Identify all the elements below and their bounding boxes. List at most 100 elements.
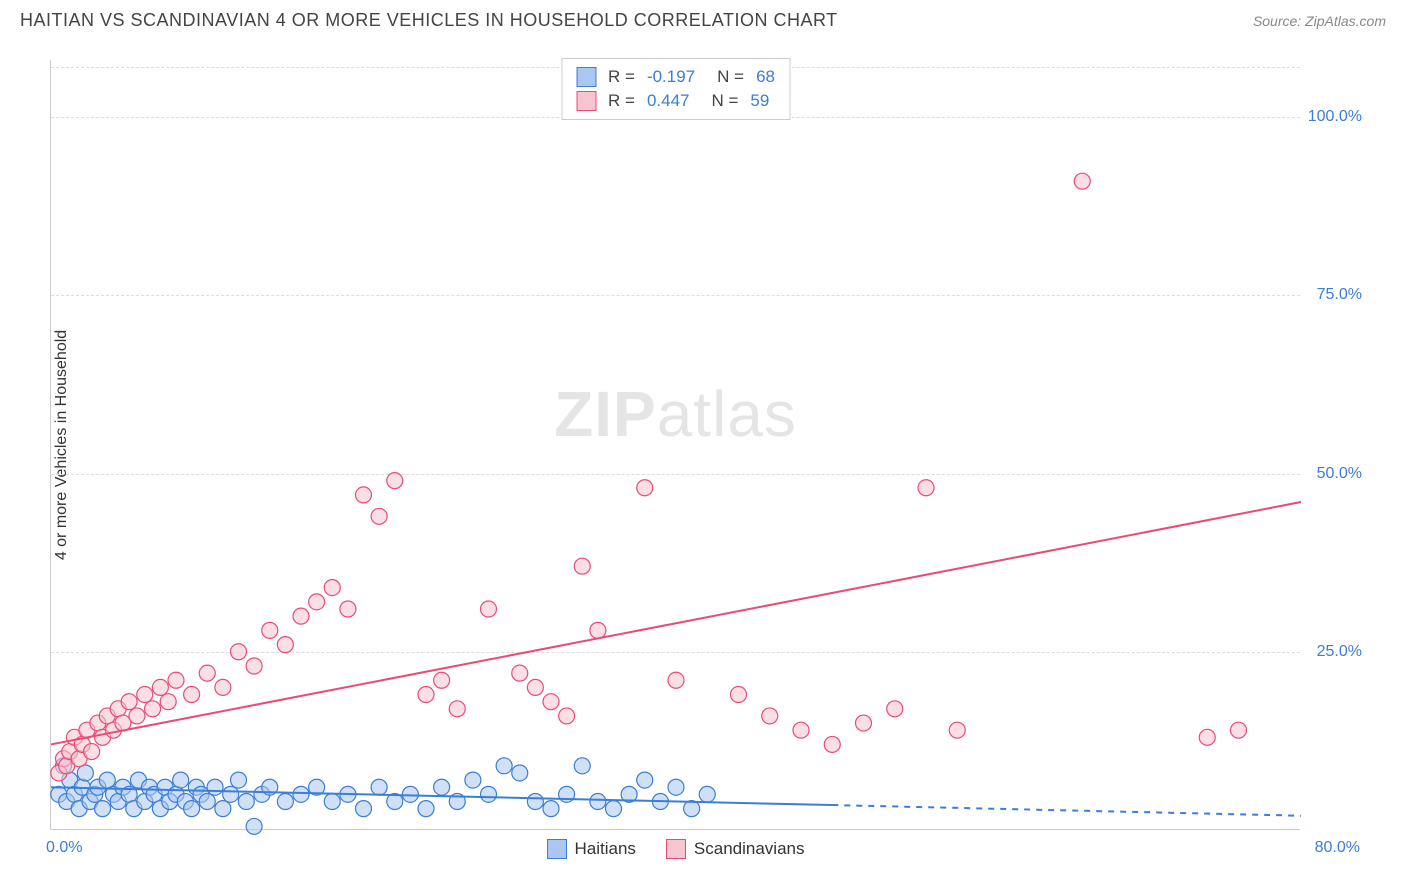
data-point bbox=[246, 818, 262, 834]
scatter-svg bbox=[51, 60, 1301, 830]
data-point bbox=[590, 793, 606, 809]
data-point bbox=[1231, 722, 1247, 738]
y-tick-label: 50.0% bbox=[1317, 465, 1362, 483]
data-point bbox=[231, 644, 247, 660]
stats-box: R =-0.197N =68R =0.447N =59 bbox=[561, 58, 790, 120]
data-point bbox=[949, 722, 965, 738]
data-point bbox=[465, 772, 481, 788]
data-point bbox=[145, 701, 161, 717]
data-point bbox=[324, 580, 340, 596]
trend-line bbox=[51, 502, 1301, 744]
data-point bbox=[449, 701, 465, 717]
data-point bbox=[340, 601, 356, 617]
data-point bbox=[434, 779, 450, 795]
data-point bbox=[309, 594, 325, 610]
y-tick-label: 75.0% bbox=[1317, 286, 1362, 304]
series-swatch bbox=[576, 67, 596, 87]
data-point bbox=[1074, 173, 1090, 189]
data-point bbox=[543, 801, 559, 817]
data-point bbox=[199, 665, 215, 681]
stat-r-label: R = bbox=[608, 67, 635, 87]
data-point bbox=[129, 708, 145, 724]
data-point bbox=[160, 694, 176, 710]
data-point bbox=[207, 779, 223, 795]
data-point bbox=[293, 786, 309, 802]
data-point bbox=[668, 672, 684, 688]
data-point bbox=[137, 687, 153, 703]
trend-line-dashed bbox=[832, 805, 1301, 816]
data-point bbox=[418, 801, 434, 817]
data-point bbox=[77, 765, 93, 781]
data-point bbox=[371, 508, 387, 524]
stats-row: R =-0.197N =68 bbox=[576, 65, 775, 89]
data-point bbox=[356, 487, 372, 503]
stat-r-value: -0.197 bbox=[647, 67, 695, 87]
data-point bbox=[231, 772, 247, 788]
data-point bbox=[637, 772, 653, 788]
data-point bbox=[371, 779, 387, 795]
legend-item: Scandinavians bbox=[666, 839, 805, 859]
data-point bbox=[418, 687, 434, 703]
data-point bbox=[793, 722, 809, 738]
stats-row: R =0.447N =59 bbox=[576, 89, 775, 113]
chart-title: HAITIAN VS SCANDINAVIAN 4 OR MORE VEHICL… bbox=[20, 10, 838, 31]
data-point bbox=[731, 687, 747, 703]
data-point bbox=[277, 793, 293, 809]
data-point bbox=[173, 772, 189, 788]
data-point bbox=[293, 608, 309, 624]
data-point bbox=[246, 658, 262, 674]
data-point bbox=[168, 672, 184, 688]
data-point bbox=[668, 779, 684, 795]
data-point bbox=[199, 793, 215, 809]
stat-r-value: 0.447 bbox=[647, 91, 690, 111]
data-point bbox=[512, 665, 528, 681]
data-point bbox=[238, 793, 254, 809]
data-point bbox=[684, 801, 700, 817]
data-point bbox=[152, 679, 168, 695]
data-point bbox=[856, 715, 872, 731]
legend-swatch bbox=[547, 839, 567, 859]
data-point bbox=[590, 622, 606, 638]
legend-label: Haitians bbox=[575, 839, 636, 859]
data-point bbox=[324, 793, 340, 809]
data-point bbox=[527, 679, 543, 695]
data-point bbox=[184, 801, 200, 817]
data-point bbox=[84, 744, 100, 760]
data-point bbox=[223, 786, 239, 802]
stat-n-value: 68 bbox=[756, 67, 775, 87]
data-point bbox=[434, 672, 450, 688]
x-tick-0: 0.0% bbox=[46, 839, 82, 857]
data-point bbox=[574, 758, 590, 774]
data-point bbox=[762, 708, 778, 724]
data-point bbox=[1199, 729, 1215, 745]
stat-r-label: R = bbox=[608, 91, 635, 111]
legend-label: Scandinavians bbox=[694, 839, 805, 859]
data-point bbox=[99, 772, 115, 788]
y-tick-label: 25.0% bbox=[1317, 643, 1362, 661]
data-point bbox=[95, 801, 111, 817]
stat-n-value: 59 bbox=[750, 91, 769, 111]
data-point bbox=[387, 473, 403, 489]
data-point bbox=[527, 793, 543, 809]
data-point bbox=[559, 708, 575, 724]
series-swatch bbox=[576, 91, 596, 111]
data-point bbox=[277, 637, 293, 653]
legend: Haitians Scandinavians bbox=[547, 839, 805, 859]
data-point bbox=[496, 758, 512, 774]
data-point bbox=[215, 801, 231, 817]
data-point bbox=[184, 687, 200, 703]
y-tick-label: 100.0% bbox=[1308, 108, 1362, 126]
data-point bbox=[574, 558, 590, 574]
data-point bbox=[606, 801, 622, 817]
data-point bbox=[481, 601, 497, 617]
legend-swatch bbox=[666, 839, 686, 859]
data-point bbox=[543, 694, 559, 710]
data-point bbox=[512, 765, 528, 781]
plot-region: ZIPatlas 25.0%50.0%75.0%100.0% R =-0.197… bbox=[50, 60, 1300, 830]
data-point bbox=[262, 622, 278, 638]
data-point bbox=[637, 480, 653, 496]
chart-area: 4 or more Vehicles in Household ZIPatlas… bbox=[50, 60, 1300, 830]
data-point bbox=[887, 701, 903, 717]
x-tick-1: 80.0% bbox=[1315, 839, 1360, 857]
source-label: Source: ZipAtlas.com bbox=[1253, 13, 1386, 29]
